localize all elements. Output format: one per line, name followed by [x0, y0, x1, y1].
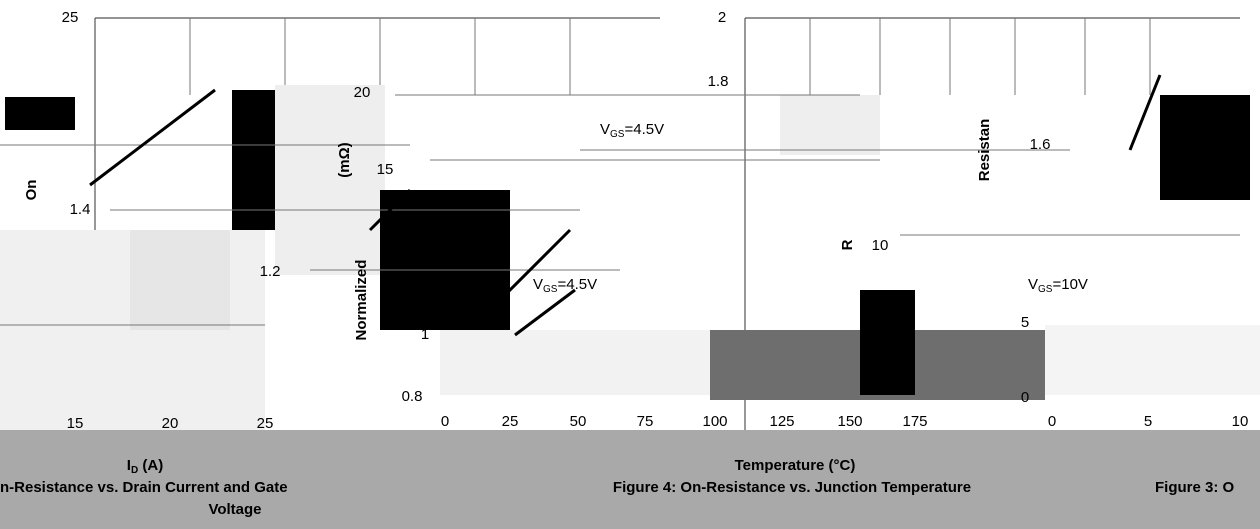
block — [860, 290, 915, 395]
block — [1045, 325, 1260, 395]
caption-band — [0, 430, 1260, 529]
annotation: VGS=4.5V — [533, 276, 597, 295]
tick-label: 1.6 — [1030, 136, 1051, 153]
tick-label: 1 — [421, 326, 429, 343]
tick-label: 15 — [377, 161, 394, 178]
annotation: VGS=10V — [1170, 108, 1230, 127]
block — [130, 230, 230, 330]
label-part: I — [1170, 131, 1174, 148]
block — [275, 85, 385, 275]
caption: n-Resistance vs. Drain Current and Gate — [0, 479, 288, 496]
tick-label: 25 — [62, 9, 79, 26]
x-axis-label: Temperature (°C) — [735, 457, 856, 474]
tick-label: 1.8 — [708, 73, 729, 90]
label-part: V — [600, 121, 610, 138]
caption: Voltage — [208, 501, 261, 518]
tick-label: 0 — [1021, 389, 1029, 406]
x-tick-label: 10 — [1232, 413, 1249, 430]
annotation: VGS=10V — [1028, 276, 1088, 295]
x-tick-label: 150 — [837, 413, 862, 430]
tick-label: 0.8 — [402, 388, 423, 405]
tick-label: 1.4 — [70, 201, 91, 218]
tick-label: 5 — [1021, 314, 1029, 331]
block — [380, 190, 510, 330]
label-part: (A) — [138, 457, 163, 474]
label-part: =4.5V — [557, 276, 597, 293]
grid-lines — [189, 18, 1151, 95]
subscript: GS — [543, 284, 558, 295]
subscript: D — [131, 465, 138, 476]
annotation: ID=25A — [1170, 131, 1217, 150]
subscript: D — [1174, 139, 1181, 150]
block — [232, 90, 275, 230]
chart-frame — [94, 17, 1240, 430]
subscript: GS — [610, 129, 625, 140]
annotation: VGS=4.5V — [600, 121, 664, 140]
x-tick-label: 25 — [257, 415, 274, 432]
x-tick-label: 75 — [637, 413, 654, 430]
label-part: =25A — [1181, 131, 1216, 148]
x-axis-label: ID (A) — [127, 457, 163, 476]
tick-label: 1.2 — [260, 263, 281, 280]
label-part: Temperature (°C) — [735, 457, 856, 474]
curve — [89, 74, 1162, 337]
tick-label: 10 — [872, 237, 889, 254]
y-axis-label: (mΩ) — [336, 142, 353, 177]
label-part: V — [533, 276, 543, 293]
x-tick-label: 100 — [702, 413, 727, 430]
x-tick-label: 125 — [769, 413, 794, 430]
overlap-lines — [0, 94, 1240, 326]
y-axis-label: On — [23, 180, 40, 201]
y-axis-label: Normalized — [353, 260, 370, 341]
y-axis-label: R — [839, 239, 856, 250]
tick-label: 2 — [718, 9, 726, 26]
label-part: V — [1028, 276, 1038, 293]
label-part: V — [1170, 108, 1180, 125]
caption: Figure 3: O — [1155, 479, 1235, 496]
subscript: GS — [1038, 284, 1053, 295]
label-part: =4.5V — [624, 121, 664, 138]
tick-label: 20 — [354, 84, 371, 101]
x-tick-label: 0 — [441, 413, 449, 430]
x-tick-label: 25 — [502, 413, 519, 430]
x-tick-label: 15 — [67, 415, 84, 432]
x-tick-label: 20 — [162, 415, 179, 432]
label-part: =10V — [1194, 108, 1229, 125]
x-tick-label: 5 — [1144, 413, 1152, 430]
y-axis-label: Resistan — [976, 119, 993, 182]
label-part: I — [127, 457, 131, 474]
block — [5, 97, 75, 130]
subscript: GS — [1180, 116, 1195, 127]
caption: Figure 4: On-Resistance vs. Junction Tem… — [613, 479, 971, 496]
label-part: =10V — [1052, 276, 1087, 293]
x-tick-label: 175 — [902, 413, 927, 430]
block — [780, 95, 880, 155]
x-tick-label: 50 — [570, 413, 587, 430]
block — [440, 330, 710, 395]
x-tick-label: 0 — [1048, 413, 1056, 430]
block — [1160, 95, 1250, 200]
